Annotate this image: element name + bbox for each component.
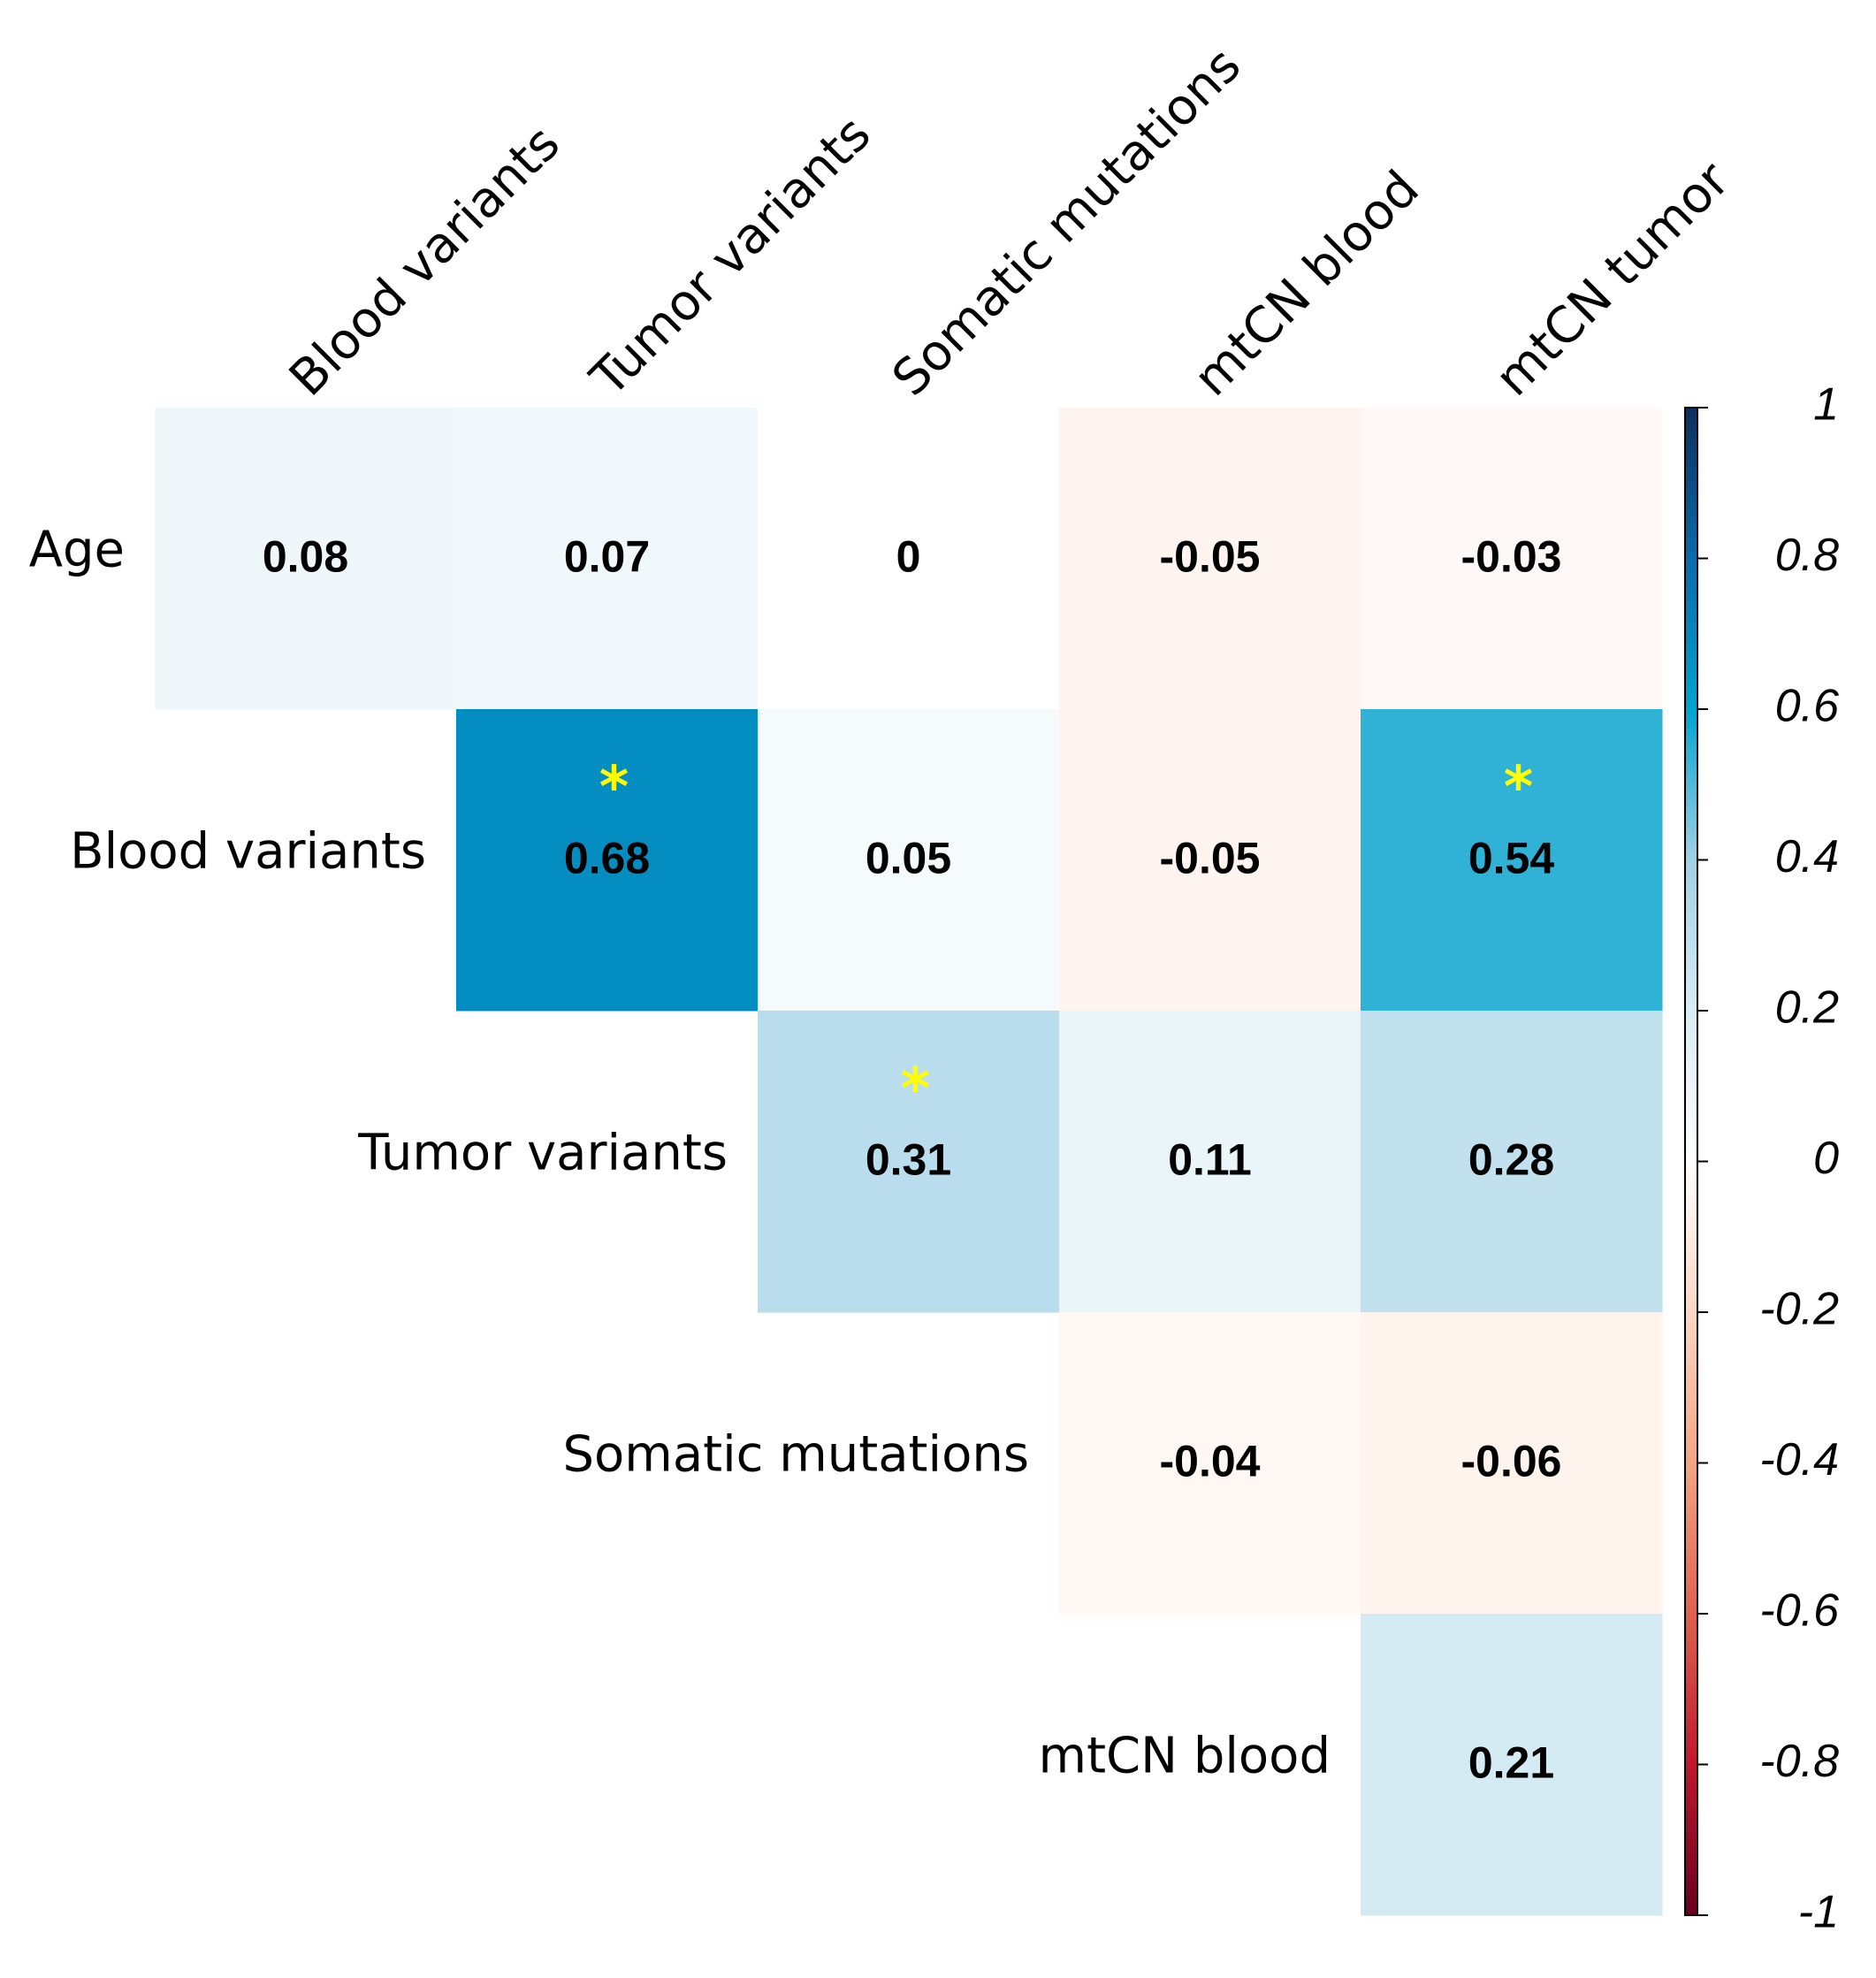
colorbar-label: 1 [1813,379,1839,431]
row-label: Tumor variants [357,1125,728,1182]
significance-star: * [599,755,629,821]
cell-value: -0.05 [1160,834,1261,883]
cell-value: 0 [896,532,921,582]
cell [1361,709,1663,1012]
cell [155,408,457,710]
cell-value: 0.05 [866,834,951,883]
colorbar-label: 0.4 [1775,831,1839,882]
cell [1059,1312,1361,1615]
cell [1361,408,1663,710]
col-label: Blood variants [278,115,571,408]
cell-value: 0.08 [263,532,348,582]
cell-value: 0.21 [1468,1738,1554,1788]
colorbar-label: -0.6 [1759,1585,1839,1637]
cell [758,1011,1060,1313]
cell [1059,1011,1361,1313]
row-label: Age [29,522,125,579]
cell-value: -0.05 [1160,532,1261,582]
cell [1361,1312,1663,1615]
cell-value: 0.54 [1468,834,1555,883]
colorbar-label: 0 [1813,1133,1839,1184]
cell [1361,1614,1663,1916]
cell-value: 0.28 [1468,1135,1554,1185]
col-label: Somatic mutations [881,37,1252,408]
cell-value: 0.31 [866,1135,951,1185]
cell [1059,408,1361,710]
row-label: mtCN blood [1039,1728,1331,1785]
colorbar-label: -0.8 [1759,1736,1839,1787]
col-label: Tumor variants [579,105,881,408]
col-label: mtCN blood [1183,160,1430,408]
significance-star: * [1504,755,1533,821]
cell [456,709,759,1012]
cell-value: -0.04 [1160,1437,1261,1486]
colorbar-label: -1 [1798,1887,1839,1938]
colorbar-label: 0.8 [1775,530,1839,581]
row-label: Blood variants [70,823,426,881]
cell [1059,709,1361,1012]
colorbar-label: 0.2 [1775,982,1839,1034]
cell-value: -0.03 [1461,532,1562,582]
cell [456,408,759,710]
cell-value: 0.68 [564,834,650,883]
cell [1361,1011,1663,1313]
cell [758,709,1060,1012]
cells [155,408,1663,1916]
row-label: Somatic mutations [562,1426,1029,1484]
colorbar [1684,407,1698,1916]
col-label: mtCN tumor [1484,150,1741,407]
colorbar-label: 0.6 [1775,681,1839,732]
cell-value: 0.07 [564,532,650,582]
significance-star: * [901,1057,930,1122]
colorbar-label: -0.2 [1759,1284,1839,1335]
cell [758,408,1060,710]
cell-value: 0.11 [1168,1135,1252,1185]
colorbar-label: -0.4 [1759,1434,1839,1485]
cell-value: -0.06 [1461,1437,1562,1486]
